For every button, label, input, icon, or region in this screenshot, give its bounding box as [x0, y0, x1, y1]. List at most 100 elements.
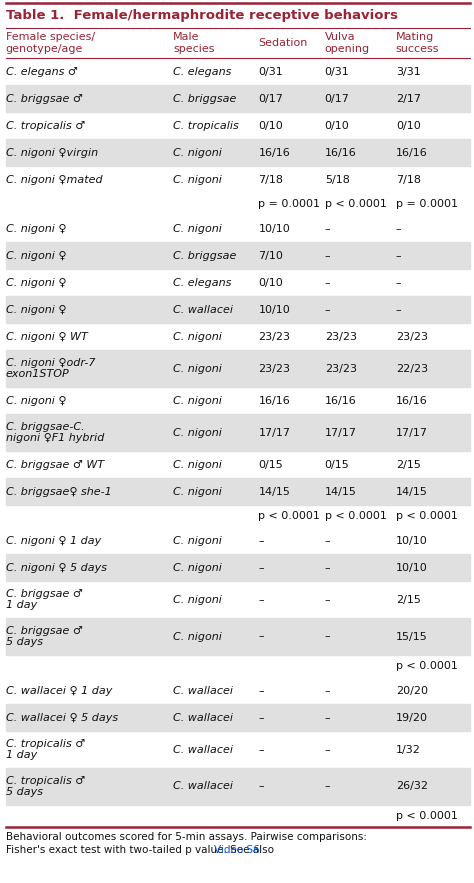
Text: 26/32: 26/32 — [396, 781, 428, 791]
Text: –: – — [325, 595, 330, 605]
Bar — [6, 414, 470, 451]
Text: –: – — [396, 251, 401, 260]
Text: C. nigoni: C. nigoni — [173, 332, 222, 342]
Text: C. briggsae ♂: C. briggsae ♂ — [6, 94, 82, 103]
Text: 0/10: 0/10 — [325, 121, 349, 131]
Text: 23/23: 23/23 — [258, 332, 291, 342]
Text: C. wallacei: C. wallacei — [173, 744, 233, 755]
Text: 3/31: 3/31 — [396, 66, 420, 77]
Text: 14/15: 14/15 — [258, 487, 290, 496]
Text: C. briggsae ♂
1 day: C. briggsae ♂ 1 day — [6, 589, 82, 610]
Text: 10/10: 10/10 — [258, 223, 290, 234]
Text: 16/16: 16/16 — [396, 396, 428, 405]
Text: C. briggsae: C. briggsae — [173, 94, 237, 103]
Text: 0/10: 0/10 — [258, 121, 283, 131]
Text: 7/10: 7/10 — [258, 251, 283, 260]
Text: p < 0.0001: p < 0.0001 — [396, 661, 458, 671]
Bar — [6, 618, 470, 655]
Bar — [6, 85, 470, 112]
Text: C. tropicalis: C. tropicalis — [173, 121, 239, 131]
Text: C. nigoni: C. nigoni — [173, 536, 222, 546]
Text: p < 0.0001: p < 0.0001 — [325, 200, 387, 209]
Text: –: – — [325, 251, 330, 260]
Text: C. nigoni ♀odr-7
exon1STOP: C. nigoni ♀odr-7 exon1STOP — [6, 358, 95, 380]
Text: –: – — [325, 562, 330, 573]
Text: Behavioral outcomes scored for 5-min assays. Pairwise comparisons:: Behavioral outcomes scored for 5-min ass… — [6, 832, 367, 842]
Text: 16/16: 16/16 — [258, 396, 290, 405]
Text: p < 0.0001: p < 0.0001 — [258, 511, 320, 521]
Bar — [6, 140, 470, 166]
Text: 23/23: 23/23 — [396, 332, 428, 342]
Text: C. briggsae♀ she-1: C. briggsae♀ she-1 — [6, 487, 111, 496]
Text: –: – — [325, 713, 330, 722]
Text: –: – — [325, 278, 330, 288]
Bar — [6, 555, 470, 581]
Text: p < 0.0001: p < 0.0001 — [396, 811, 458, 821]
Text: 0/31: 0/31 — [258, 66, 283, 77]
Text: 16/16: 16/16 — [396, 147, 428, 157]
Text: –: – — [258, 631, 264, 642]
Text: 14/15: 14/15 — [325, 487, 356, 496]
Text: p = 0.0001: p = 0.0001 — [396, 200, 458, 209]
Text: Fisher's exact test with two-tailed p value. See also: Fisher's exact test with two-tailed p va… — [6, 845, 277, 855]
Text: C. nigoni ♀virgin: C. nigoni ♀virgin — [6, 147, 98, 157]
Text: Male
species: Male species — [173, 32, 215, 54]
Text: 15/15: 15/15 — [396, 631, 428, 642]
Text: 0/17: 0/17 — [325, 94, 349, 103]
Text: 2/17: 2/17 — [396, 94, 421, 103]
Text: C. nigoni ♀ 5 days: C. nigoni ♀ 5 days — [6, 562, 107, 573]
Text: C. wallacei: C. wallacei — [173, 781, 233, 791]
Text: 2/15: 2/15 — [396, 595, 420, 605]
Text: 23/23: 23/23 — [325, 364, 357, 374]
Bar — [6, 297, 470, 323]
Text: C. briggsae ♂ WT: C. briggsae ♂ WT — [6, 460, 104, 470]
Text: 0/15: 0/15 — [258, 460, 283, 470]
Text: C. nigoni: C. nigoni — [173, 487, 222, 496]
Text: –: – — [258, 744, 264, 755]
Text: –: – — [258, 781, 264, 791]
Text: 7/18: 7/18 — [396, 175, 421, 185]
Text: C. nigoni ♀: C. nigoni ♀ — [6, 223, 66, 234]
Text: 0/10: 0/10 — [258, 278, 283, 288]
Text: C. nigoni: C. nigoni — [173, 427, 222, 438]
Text: C. nigoni: C. nigoni — [173, 460, 222, 470]
Text: C. wallacei: C. wallacei — [173, 685, 233, 696]
Text: C. briggsae-C.
nigoni ♀F1 hybrid: C. briggsae-C. nigoni ♀F1 hybrid — [6, 422, 104, 443]
Text: C. nigoni: C. nigoni — [173, 364, 222, 374]
Text: C. wallacei: C. wallacei — [173, 305, 233, 315]
Text: 16/16: 16/16 — [325, 147, 356, 157]
Text: 23/23: 23/23 — [325, 332, 357, 342]
Bar — [6, 351, 470, 388]
Text: C. wallacei ♀ 5 days: C. wallacei ♀ 5 days — [6, 713, 118, 722]
Text: C. nigoni: C. nigoni — [173, 595, 222, 605]
Text: C. elegans ♂: C. elegans ♂ — [6, 66, 78, 77]
Text: 10/10: 10/10 — [258, 305, 290, 315]
Text: 17/17: 17/17 — [325, 427, 357, 438]
Text: C. nigoni ♀: C. nigoni ♀ — [6, 396, 66, 405]
Text: 10/10: 10/10 — [396, 562, 428, 573]
Bar — [6, 242, 470, 269]
Text: –: – — [258, 595, 264, 605]
Text: C. nigoni: C. nigoni — [173, 396, 222, 405]
Text: 10/10: 10/10 — [396, 536, 428, 546]
Text: –: – — [325, 744, 330, 755]
Text: –: – — [258, 562, 264, 573]
Text: C. wallacei ♀ 1 day: C. wallacei ♀ 1 day — [6, 685, 112, 696]
Text: –: – — [396, 223, 401, 234]
Text: 17/17: 17/17 — [258, 427, 291, 438]
Text: 14/15: 14/15 — [396, 487, 428, 496]
Text: 16/16: 16/16 — [258, 147, 290, 157]
Text: C. briggsae ♂
5 days: C. briggsae ♂ 5 days — [6, 626, 82, 647]
Text: C. nigoni: C. nigoni — [173, 175, 222, 185]
Text: Vulva
opening: Vulva opening — [325, 32, 370, 54]
Text: 23/23: 23/23 — [258, 364, 291, 374]
Text: C. briggsae: C. briggsae — [173, 251, 237, 260]
Text: C. nigoni ♀mated: C. nigoni ♀mated — [6, 175, 102, 185]
Text: p < 0.0001: p < 0.0001 — [396, 511, 458, 521]
Text: –: – — [325, 631, 330, 642]
Text: C. tropicalis ♂
1 day: C. tropicalis ♂ 1 day — [6, 739, 85, 760]
Bar — [6, 704, 470, 731]
Text: C. elegans: C. elegans — [173, 278, 231, 288]
Text: 2/15: 2/15 — [396, 460, 420, 470]
Text: C. wallacei: C. wallacei — [173, 713, 233, 722]
